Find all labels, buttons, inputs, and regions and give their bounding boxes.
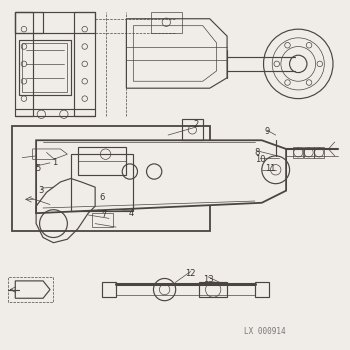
Text: LX 000914: LX 000914 [244, 328, 286, 336]
Text: 8: 8 [254, 148, 259, 157]
Text: 4: 4 [129, 209, 134, 218]
Text: 6: 6 [99, 193, 105, 202]
Text: 5: 5 [35, 163, 41, 173]
Text: 11: 11 [265, 163, 276, 173]
Text: 1: 1 [52, 158, 58, 167]
Text: 10: 10 [255, 155, 265, 164]
Text: 12: 12 [186, 270, 196, 279]
Text: 2: 2 [193, 120, 198, 129]
Text: 7: 7 [101, 210, 106, 219]
Text: 3: 3 [38, 186, 44, 195]
Text: 13: 13 [203, 275, 213, 284]
Polygon shape [36, 140, 286, 213]
Text: 9: 9 [264, 127, 270, 136]
